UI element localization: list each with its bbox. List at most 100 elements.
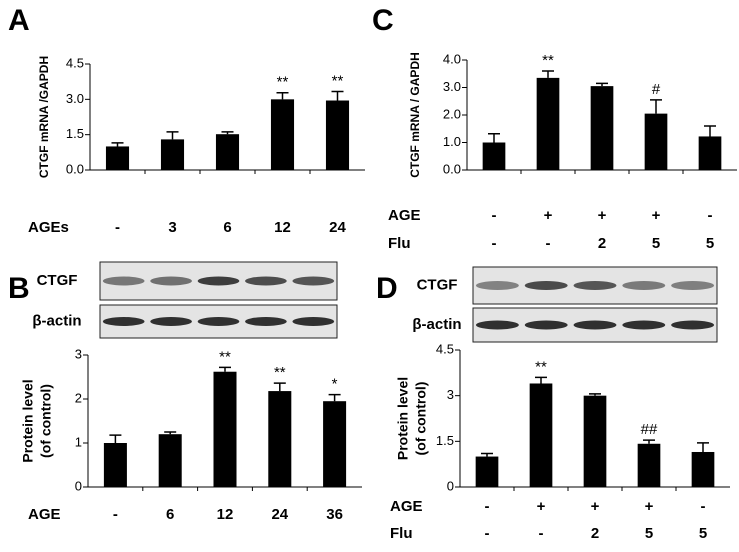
bar: [644, 113, 668, 170]
x-tick-label: +: [537, 498, 546, 515]
x-tick-label: -: [492, 207, 497, 224]
blot-band: [245, 276, 287, 286]
x-tick-label: 5: [652, 235, 660, 252]
y-tick-label: 0: [75, 478, 82, 493]
y-tick-label: 0.0: [66, 161, 84, 176]
y-tick-label: 1.0: [443, 134, 461, 149]
x-tick-label: -: [546, 235, 551, 252]
x-tick-label: -: [485, 525, 490, 542]
error-bar: [643, 439, 655, 444]
blot-label: CTGF: [417, 276, 458, 293]
bar: [105, 146, 130, 170]
row-label: AGE: [390, 498, 423, 515]
x-tick-label: +: [544, 207, 553, 224]
significance: **: [274, 364, 286, 381]
y-label-line: (of control): [413, 382, 429, 456]
x-tick-label: 24: [329, 219, 346, 236]
x-tick-label: 24: [271, 506, 288, 523]
bar: [325, 100, 350, 170]
x-tick-label: -: [492, 235, 497, 252]
x-tick-label: 5: [706, 235, 714, 252]
row-label: AGE: [388, 207, 421, 224]
x-tick-label: 5: [645, 525, 653, 542]
blot-band: [102, 317, 145, 326]
bar: [268, 391, 292, 487]
significance: **: [277, 74, 289, 91]
blot-band: [197, 276, 240, 286]
blot-band: [524, 281, 568, 290]
error-bar: [542, 70, 554, 78]
blot-label: β-actin: [32, 312, 81, 329]
significance: *: [332, 376, 338, 393]
row-label: AGE: [28, 506, 61, 523]
x-tick-label: 6: [223, 219, 231, 236]
significance: #: [652, 81, 661, 98]
y-label-line: CTGF mRNA / GAPDH: [408, 52, 422, 178]
blot-label: β-actin: [412, 316, 461, 333]
blot-band: [524, 320, 568, 330]
blot-band: [671, 281, 715, 290]
x-tick-label: 12: [217, 506, 234, 523]
error-bar: [697, 442, 709, 452]
y-label: CTGF mRNA /GAPDH: [37, 56, 51, 178]
blot-band: [292, 317, 335, 326]
bar: [158, 434, 182, 487]
y-tick-label: 2.0: [443, 106, 461, 121]
error-bar: [481, 452, 493, 457]
x-tick-label: -: [701, 498, 706, 515]
significance: **: [542, 52, 554, 69]
y-label: Protein level (of control): [20, 379, 54, 462]
row-label: Flu: [390, 525, 413, 542]
x-tick-label: -: [539, 525, 544, 542]
error-bar: [164, 431, 177, 435]
blot-band: [475, 320, 519, 330]
bar: [536, 77, 560, 170]
panel-letter: D: [376, 272, 398, 305]
y-label: Protein level (of control): [395, 377, 429, 460]
bar: [691, 451, 715, 487]
x-tick-label: 6: [166, 506, 174, 523]
bar: [323, 401, 347, 487]
bar: [160, 139, 185, 170]
x-tick-label: 2: [598, 235, 606, 252]
bar: [103, 443, 127, 487]
blot-band: [102, 276, 145, 286]
error-bar: [111, 142, 124, 147]
error-bar: [276, 91, 289, 100]
error-bar: [166, 131, 179, 140]
blot-band: [573, 320, 617, 330]
y-tick-label: 1.5: [436, 433, 454, 448]
bar: [475, 456, 499, 487]
y-tick-label: 3.0: [443, 79, 461, 94]
error-bar: [589, 393, 601, 396]
blot-band: [573, 281, 617, 290]
error-bar: [704, 125, 716, 137]
x-tick-label: 3: [168, 219, 176, 236]
y-label-line: Protein level: [20, 379, 36, 462]
x-tick-label: +: [598, 207, 607, 224]
bar: [637, 443, 661, 487]
x-tick-label: -: [113, 506, 118, 523]
blot-band: [197, 317, 240, 326]
y-tick-label: 4.5: [66, 55, 84, 70]
x-tick-label: -: [115, 219, 120, 236]
error-bar: [328, 393, 341, 402]
y-tick-label: 3.0: [66, 91, 84, 106]
error-bar: [221, 131, 234, 135]
error-bar: [596, 82, 608, 87]
panel-letter: B: [8, 272, 30, 305]
panel-letter: C: [372, 4, 394, 37]
bar: [213, 371, 237, 487]
blot-band: [292, 276, 335, 286]
blot-band: [475, 281, 519, 290]
x-tick-label: 36: [326, 506, 343, 523]
panel-letter: A: [8, 4, 30, 37]
y-tick-label: 1.5: [66, 126, 84, 141]
blot-band: [671, 320, 715, 330]
error-bar: [331, 90, 344, 101]
bar: [215, 134, 240, 170]
blot-band: [150, 276, 192, 286]
x-tick-label: +: [645, 498, 654, 515]
error-bar: [488, 132, 500, 143]
y-tick-label: 4.5: [436, 341, 454, 356]
